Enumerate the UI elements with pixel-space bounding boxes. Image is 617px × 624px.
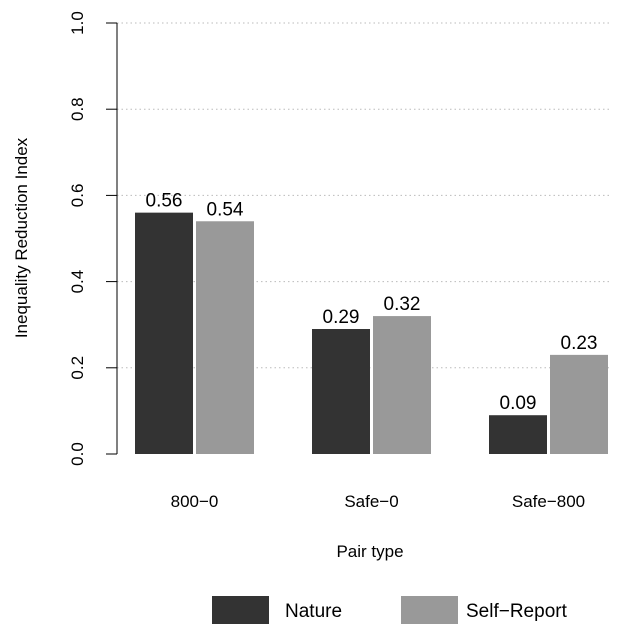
legend: Nature Self−Report [212,596,568,624]
bar-self-report [196,221,254,454]
bar-nature [489,415,547,454]
x-tick-label: Safe−0 [344,492,398,511]
y-tick-label: 0.4 [68,270,87,294]
x-tick-label: Safe−800 [512,492,585,511]
x-axis-tick-labels: 800−0 Safe−0 Safe−800 [171,492,586,511]
bar-nature [312,329,370,454]
legend-label: Self−Report [466,601,568,622]
y-axis-ticks: 0.0 0.2 0.4 0.6 0.8 1.0 [68,11,117,466]
bar-value-label: 0.23 [561,333,598,354]
bar-value-label: 0.54 [207,199,244,220]
bar-self-report [373,316,431,454]
bar-value-label: 0.09 [500,393,537,414]
x-tick-label: 800−0 [171,492,219,511]
legend-swatch-self-report [401,596,458,624]
legend-label: Nature [285,601,342,622]
y-axis-label: Inequality Reduction Index [12,137,31,338]
x-axis-label: Pair type [336,542,403,561]
bar-value-labels: 0.56 0.54 0.29 0.32 0.09 0.23 [146,191,598,415]
bar-value-label: 0.32 [384,294,421,315]
bar-value-label: 0.56 [146,191,183,212]
bar-nature [135,212,193,454]
y-tick-label: 0.0 [68,442,87,466]
bars [135,212,608,454]
y-tick-label: 0.6 [68,184,87,208]
y-tick-label: 0.8 [68,97,87,121]
bar-self-report [550,354,608,454]
y-tick-label: 1.0 [68,11,87,35]
bar-value-label: 0.29 [323,307,360,328]
legend-swatch-nature [212,596,269,624]
y-tick-label: 0.2 [68,356,87,380]
